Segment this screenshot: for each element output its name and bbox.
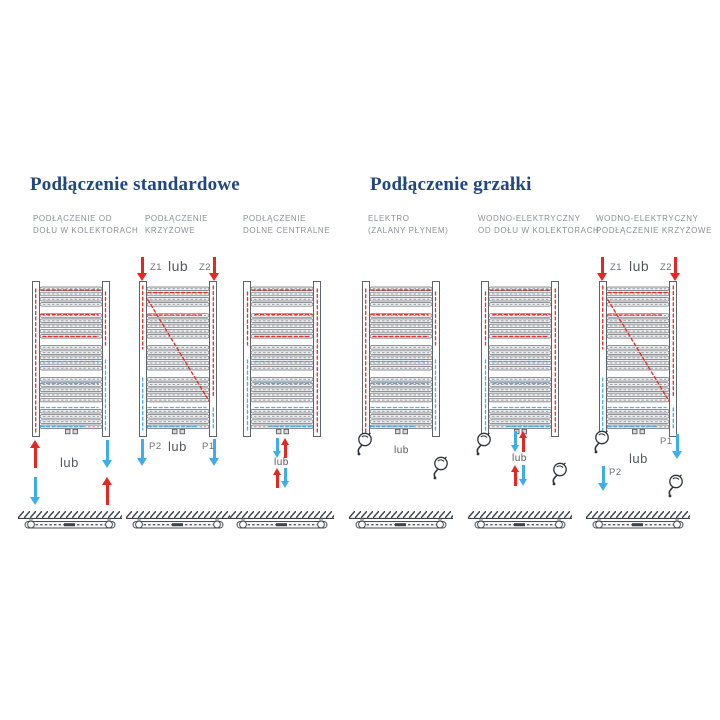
radiator-diagram-bottom-collectors [32,281,110,437]
subtitle-line: ELEKTRO [368,214,410,223]
diagram-subtitle: WODNO-ELEKTRYCZNY PODŁĄCZENIE KRZYŻOWE [596,213,712,238]
heating-element-icon [432,456,449,481]
wall-mount-bracket [468,511,572,529]
supply-arrow [102,477,112,505]
wall-mount-bracket [230,511,334,529]
port-label-z2: Z2 [199,262,212,273]
heating-element-icon [475,432,492,457]
supply-arrow [511,465,520,486]
diagram-subtitle: PODŁĄCZENIE OD DOŁU W KOLEKTORACH [33,213,138,238]
supply-arrow [519,431,528,452]
radiator-diagram-cross [139,281,217,437]
or-label: lub [168,439,187,454]
supply-arrow [273,468,282,488]
wall-mount-bracket [586,511,690,529]
subtitle-line: WODNO-ELEKTRYCZNY [478,214,581,223]
return-arrow [209,439,219,466]
return-arrow [137,439,147,466]
subtitle-line: WODNO-ELEKTRYCZNY [596,214,699,223]
wall-mount-bracket [349,511,453,529]
supply-arrow [30,440,40,468]
or-label: lub [274,457,289,468]
or-label: lub [168,258,189,274]
port-label-z1: Z1 [150,262,163,273]
subtitle-line: DOŁU W KOLEKTORACH [33,226,139,236]
wall-mount-bracket [18,511,122,529]
return-arrow [511,431,520,452]
subtitle-line: PODŁĄCZENIE [145,214,209,223]
or-label: lub [629,451,648,466]
port-label-z2: Z2 [660,262,673,273]
or-label: lub [629,258,650,274]
section-title-heater: Podłączenie grzałki [370,174,532,195]
radiator-diagram-bottom-central [243,281,321,437]
radiator-diagram-electric [362,281,440,437]
subtitle-line: PODŁĄCZENIE KRZYŻOWE [596,226,713,236]
radiator-diagram-water-electric-cross [599,281,677,437]
return-arrow [598,466,608,491]
return-arrow [102,440,112,468]
or-label: lub [512,453,527,464]
port-label-p2: P2 [149,441,162,452]
heating-element-icon [667,474,684,499]
radiator-diagram-water-electric-bottom [481,281,559,437]
return-arrow [519,465,528,486]
heating-element-icon [551,462,568,487]
subtitle-line: OD DOŁU W KOLEKTORACH [478,226,600,236]
subtitle-line: KRZYŻOWE [145,226,196,236]
or-label: lub [60,455,79,470]
port-label-p1: P1 [660,436,673,447]
return-arrow [281,468,290,488]
return-arrow [30,477,40,505]
subtitle-line: PODŁĄCZENIE OD [33,214,113,223]
supply-arrow [137,257,147,281]
diagram-subtitle: WODNO-ELEKTRYCZNY OD DOŁU W KOLEKTORACH [478,213,599,238]
supply-arrow [281,438,290,458]
heating-element-icon [593,430,610,455]
subtitle-line: DOLNE CENTRALNE [243,226,331,236]
subtitle-line: PODŁĄCZENIE [243,214,307,223]
port-label-p2: P2 [609,467,622,478]
diagram-subtitle: PODŁĄCZENIE DOLNE CENTRALNE [243,213,330,238]
subtitle-line: (ZALANY PŁYNEM) [368,226,449,236]
diagram-subtitle: PODŁĄCZENIE KRZYŻOWE [145,213,208,238]
port-label-p1: P1 [202,441,215,452]
supply-arrow [597,257,607,281]
wall-mount-bracket [126,511,230,529]
section-title-standard: Podłączenie standardowe [30,174,240,195]
return-arrow [273,438,282,458]
port-label-z1: Z1 [610,262,623,273]
supply-arrow [209,257,219,281]
return-arrow [672,434,682,459]
diagram-subtitle: ELEKTRO (ZALANY PŁYNEM) [368,213,448,238]
supply-arrow [670,257,680,281]
heating-element-icon [356,432,373,457]
or-label: lub [394,445,409,456]
